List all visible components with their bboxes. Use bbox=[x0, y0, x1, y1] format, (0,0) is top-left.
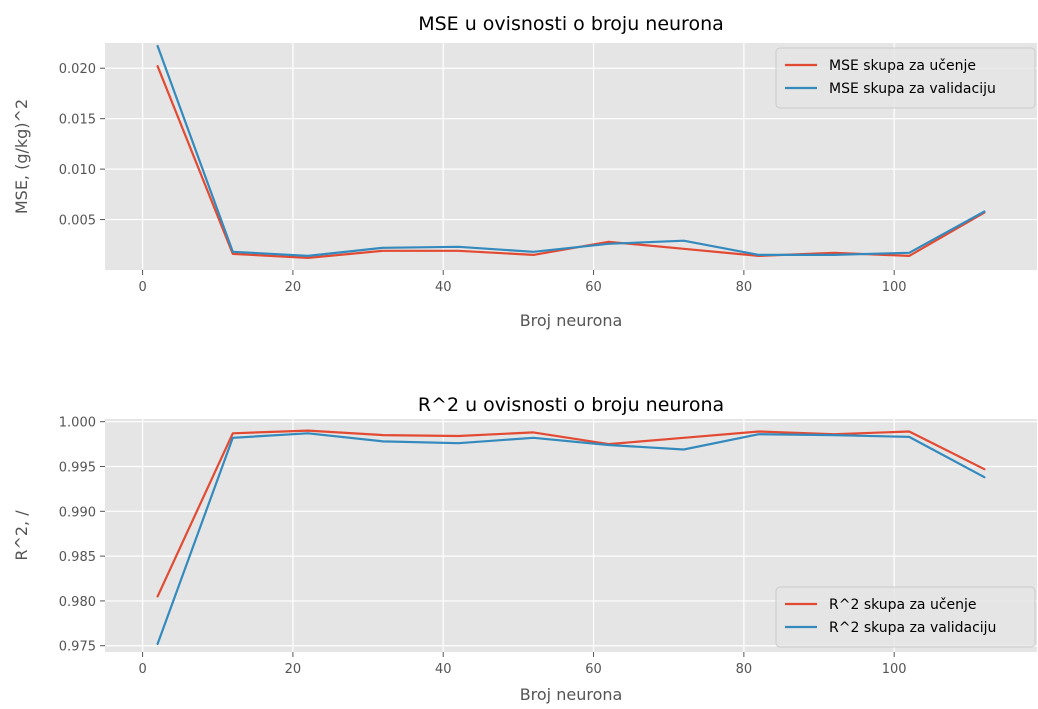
x-tick-label: 20 bbox=[285, 662, 302, 677]
x-axis-label: Broj neurona bbox=[520, 311, 623, 330]
y-tick-label: 0.980 bbox=[59, 595, 96, 610]
series-line-2 bbox=[156, 432, 986, 646]
x-tick-label: 60 bbox=[585, 662, 602, 677]
y-tick-label: 0.995 bbox=[59, 460, 96, 475]
y-tick-label: 0.005 bbox=[59, 214, 96, 229]
chart-title: MSE u ovisnosti o broju neurona bbox=[418, 13, 724, 35]
legend-entry: MSE skupa za validaciju bbox=[829, 81, 996, 97]
y-tick-label: 0.020 bbox=[59, 62, 96, 77]
x-tick-label: 0 bbox=[138, 280, 146, 295]
x-tick-label: 40 bbox=[435, 662, 452, 677]
y-tick-label: 0.985 bbox=[59, 550, 96, 565]
chart-2: 0 20 40 60 80 100 0.975 0.980 0.985 0.990 0.995 1.0… bbox=[12, 394, 1037, 704]
legend-entry: R^2 skupa za validaciju bbox=[829, 620, 996, 636]
legend: R^2 skupa za učenje R^2 skupa za validaci… bbox=[775, 586, 1036, 648]
chart-1: 0 20 40 60 80 100 0.005 0.010 0.015 0.020 MSE u ov… bbox=[12, 13, 1037, 330]
x-tick-label: 40 bbox=[435, 280, 452, 295]
series-line-1 bbox=[156, 429, 986, 598]
x-axis-label: Broj neurona bbox=[520, 685, 623, 704]
y-tick-label: 0.010 bbox=[59, 163, 96, 178]
y-axis-label: MSE, (g/kg)^2 bbox=[12, 99, 31, 214]
y-tick-label: 0.975 bbox=[59, 640, 96, 655]
x-tick-label: 100 bbox=[882, 662, 907, 677]
x-tick-label: 20 bbox=[285, 280, 302, 295]
chart-title: R^2 u ovisnosti o broju neurona bbox=[418, 394, 724, 416]
y-tick-label: 0.990 bbox=[59, 505, 96, 520]
legend: MSE skupa za učenje MSE skupa za validaci… bbox=[775, 47, 1036, 109]
x-tick-label: 80 bbox=[736, 280, 753, 295]
legend-box bbox=[775, 47, 1036, 109]
x-tick-label: 80 bbox=[736, 662, 753, 677]
legend-entry: R^2 skupa za učenje bbox=[829, 597, 977, 613]
y-tick-label: 0.015 bbox=[59, 113, 96, 128]
legend-entry: MSE skupa za učenje bbox=[829, 58, 976, 74]
legend-box bbox=[775, 586, 1036, 648]
x-tick-label: 100 bbox=[882, 280, 907, 295]
y-tick-label: 1.000 bbox=[59, 416, 96, 431]
series-line-2 bbox=[156, 44, 986, 257]
y-axis-label: R^2, / bbox=[12, 510, 31, 561]
x-tick-label: 0 bbox=[138, 662, 146, 677]
x-tick-label: 60 bbox=[585, 280, 602, 295]
